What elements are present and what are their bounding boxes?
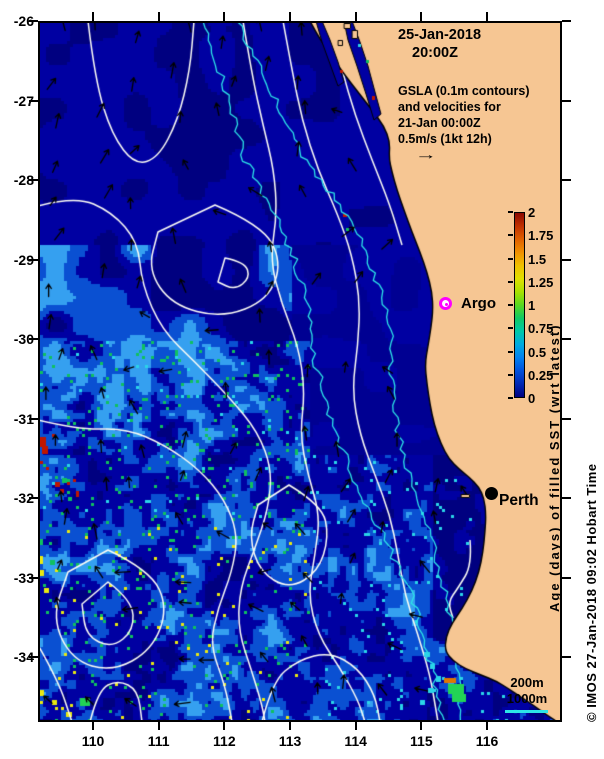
argo-label: Argo: [461, 295, 496, 312]
colorbar-tick-mark: [508, 327, 513, 330]
axis-tick: [354, 721, 357, 730]
perth-label: Perth: [499, 492, 539, 509]
colorbar-tick-mark: [508, 373, 513, 376]
lat-tick-label: -26: [13, 13, 34, 29]
colorbar-tick-label: 0: [528, 391, 536, 406]
colorbar-tick-label: 1.5: [528, 251, 547, 267]
axis-tick: [223, 721, 226, 730]
timestamp-date: 25-Jan-2018: [398, 27, 482, 43]
colorbar-tick-mark: [508, 211, 513, 213]
lon-tick-label: 115: [410, 733, 433, 749]
axis-tick: [420, 721, 423, 730]
argo-float-marker-dot: [445, 303, 448, 306]
lat-tick-label: -30: [13, 331, 34, 347]
colorbar-tick-mark: [508, 280, 513, 283]
colorbar-tick-mark: [508, 304, 513, 306]
colorbar-tick-mark: [508, 350, 513, 353]
lat-tick-label: -34: [13, 649, 34, 665]
axis-tick: [92, 12, 94, 21]
axis-tick: [29, 417, 38, 420]
axis-tick: [29, 99, 38, 102]
timestamp-zulu: 20:00Z: [412, 45, 458, 61]
axis-tick: [420, 12, 423, 21]
colorbar-gradient: [514, 212, 525, 398]
axis-tick: [562, 338, 571, 340]
colorbar-tick-label: 0.75: [528, 321, 554, 337]
axis-tick: [29, 20, 38, 22]
axis-tick: [157, 721, 160, 730]
annotation-line-3: 21-Jan 00:00Z: [398, 116, 481, 130]
axis-tick: [29, 497, 38, 499]
lat-tick-label: -33: [13, 569, 34, 586]
axis-tick: [486, 12, 488, 21]
axis-tick: [157, 12, 160, 21]
axis-tick: [562, 258, 571, 261]
imos-credit-text: © IMOS 27-Jan-2018 09:02 Hobart Time: [584, 463, 599, 722]
axis-tick: [562, 656, 571, 658]
lat-tick-label: -28: [13, 172, 34, 188]
axis-tick: [562, 576, 571, 579]
colorbar-tick-mark: [508, 234, 513, 237]
isobath-legend-line: [505, 710, 548, 713]
colorbar-tick-label: 0.5: [528, 344, 547, 360]
annotation-line-1: GSLA (0.1m contours): [398, 84, 530, 98]
axis-tick: [92, 721, 94, 730]
colorbar-tick-label: 1.75: [528, 228, 554, 244]
annotation-line-4: 0.5m/s (1kt 12h): [398, 132, 492, 146]
map-canvas: [40, 23, 560, 720]
colorbar-tick-mark: [508, 397, 513, 399]
colorbar-tick-label: 1.25: [528, 274, 554, 290]
lat-tick-label: -29: [13, 251, 34, 268]
axis-tick: [562, 417, 571, 420]
axis-tick: [29, 576, 38, 579]
lon-tick-label: 114: [344, 733, 367, 749]
map-plot-area: [38, 21, 562, 722]
axis-tick: [562, 179, 571, 181]
colorbar-tick-mark: [508, 257, 513, 260]
axis-tick: [354, 12, 357, 21]
lat-tick-label: -27: [13, 92, 34, 109]
lat-tick-label: -31: [13, 410, 34, 427]
perth-city-marker: [485, 487, 498, 500]
axis-tick: [289, 12, 291, 21]
axis-tick: [29, 338, 38, 340]
isobath-depth-legend: 200m 1000m: [504, 675, 550, 707]
lat-tick-label: -32: [13, 490, 34, 506]
depth-200m-label: 200m: [510, 675, 544, 690]
axis-tick: [289, 721, 291, 730]
timestamp-title-block: 25-Jan-2018 20:00Z: [398, 26, 481, 62]
depth-1000m-label: 1000m: [506, 691, 548, 706]
colorbar-tick-label: 2: [528, 205, 536, 220]
axis-tick: [29, 179, 38, 181]
axis-tick: [486, 721, 488, 730]
lon-tick-label: 111: [147, 733, 170, 749]
colorbar-axis-label: Age (days) of filled SST (wrt latest): [547, 323, 562, 612]
lon-tick-label: 110: [81, 733, 105, 749]
lon-tick-label: 112: [213, 733, 236, 749]
velocity-scale-arrow: →: [415, 147, 438, 162]
lon-tick-label: 116: [475, 733, 499, 749]
axis-tick: [223, 12, 226, 21]
axis-tick: [29, 656, 38, 658]
lon-tick-label: 113: [278, 733, 302, 749]
axis-tick: [562, 20, 571, 22]
gsla-annotation-block: GSLA (0.1m contours) and velocities for …: [398, 83, 530, 163]
argo-float-marker: [439, 297, 452, 310]
annotation-line-2: and velocities for: [398, 100, 501, 114]
axis-tick: [562, 99, 571, 102]
axis-tick: [562, 497, 571, 499]
axis-tick: [29, 258, 38, 261]
colorbar-tick-label: 0.25: [528, 367, 554, 383]
colorbar-tick-label: 1: [528, 298, 536, 313]
